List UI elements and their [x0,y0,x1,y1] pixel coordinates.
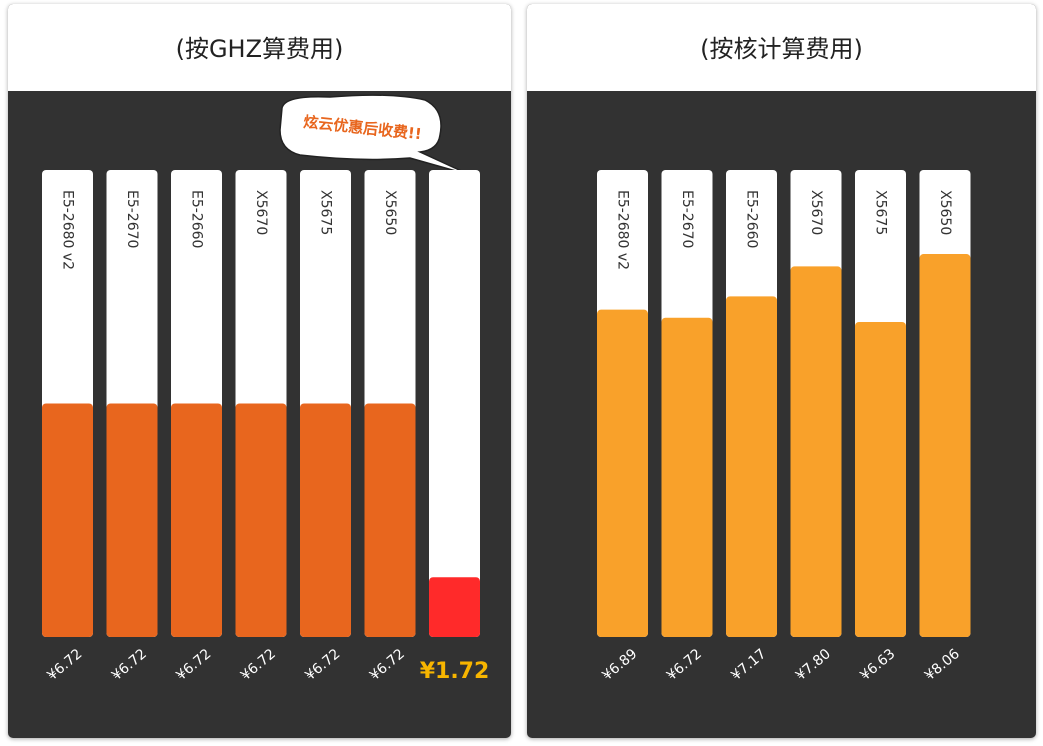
category-label: E5-2670 [124,190,140,248]
callout-bubble [279,94,471,176]
bar [790,266,842,637]
panel-title: (按核计算费用) [700,35,863,63]
bar [661,317,713,637]
category-label: X5675 [318,190,334,235]
category-label: X5650 [937,190,953,235]
bar [726,296,777,637]
bar [235,403,287,637]
bar [171,403,222,637]
category-label: E5-2680 v2 [60,190,76,270]
bar [300,403,351,637]
bar [106,403,158,637]
category-label: X5670 [808,190,824,235]
panel-title: (按GHZ算费用) [176,35,344,63]
bar [429,577,480,637]
bar [42,403,93,637]
category-label: X5650 [382,190,398,235]
panel-bg [527,4,1036,738]
callout [279,94,471,176]
category-label: X5670 [253,190,269,235]
bar [364,403,416,637]
bar [919,254,971,637]
value-label: ¥1.72 [420,659,490,684]
bar [855,322,906,637]
category-label: E5-2680 v2 [615,190,631,270]
panel-right [527,4,1036,738]
category-label: X5675 [873,190,889,235]
category-label: E5-2660 [744,190,760,248]
bar [597,309,648,637]
bar-track [429,170,480,637]
category-label: E5-2670 [679,190,695,248]
category-label: E5-2660 [189,190,205,248]
panel-header [8,4,511,91]
panel-header [527,4,1036,91]
